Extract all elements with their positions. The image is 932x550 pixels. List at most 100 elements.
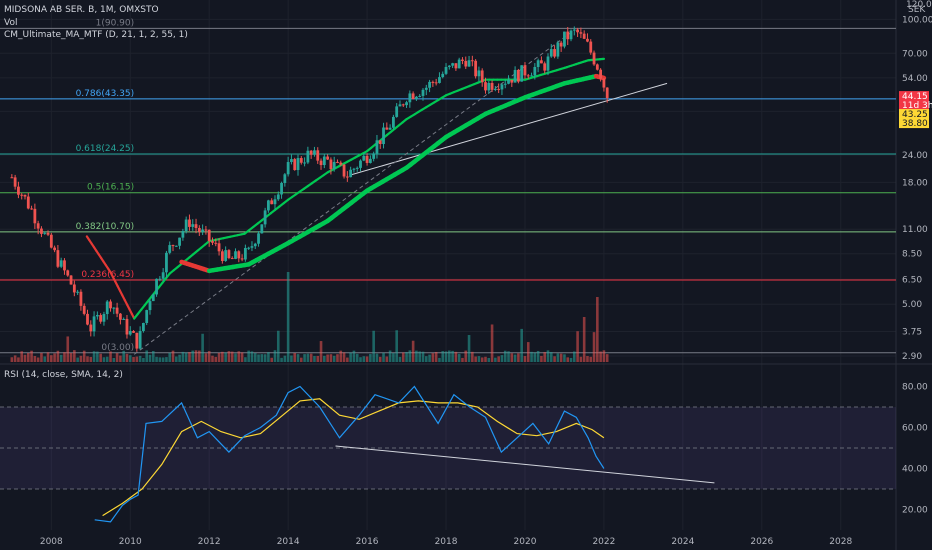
candle-body	[313, 150, 316, 155]
fibonacci-levels[interactable]: 1(90.90) 0.786(43.35) 0.618(24.25) 0.5(16.1…	[0, 18, 896, 354]
volume-bar	[96, 351, 99, 362]
volume-bar	[536, 350, 540, 362]
volume-bar	[257, 354, 260, 362]
indicator-label[interactable]: CM_Ultimate_MA_MTF (D, 21, 1, 2, 55, 1)	[4, 30, 188, 40]
candle-body	[342, 164, 346, 177]
volume-bar	[204, 353, 208, 362]
rsi-label[interactable]: RSI (14, close, SMA, 14, 2)	[4, 370, 123, 380]
volume-bar	[487, 357, 491, 362]
candle-body	[477, 70, 481, 77]
candle-body	[559, 42, 563, 47]
volume-bar	[221, 351, 224, 362]
candle-body	[82, 305, 86, 314]
candle-body	[303, 162, 306, 164]
candle-body	[46, 232, 50, 235]
candle-body	[128, 330, 132, 335]
trendlines[interactable]	[133, 31, 668, 355]
volume-bar	[247, 350, 250, 362]
volume-bar	[191, 350, 195, 362]
candle-body	[142, 322, 145, 332]
price-axis-tick: 11.00	[902, 225, 928, 235]
volume-bar	[306, 353, 310, 362]
volume-bar	[92, 351, 96, 362]
candle-body	[441, 73, 445, 78]
volume-bar	[128, 355, 132, 362]
axes[interactable]: SEK120.00100.0070.0054.0038.0024.0018.00…	[40, 0, 932, 547]
candle-body	[576, 29, 579, 33]
candle-body	[92, 316, 96, 332]
volume-bar	[276, 330, 280, 362]
candle-body	[86, 313, 89, 325]
candle-body	[523, 65, 527, 76]
volume-bar	[395, 330, 398, 362]
candle-body	[178, 237, 181, 246]
volume-bar	[46, 352, 50, 362]
volume-bar	[349, 352, 352, 362]
volume-bar	[10, 357, 14, 362]
candle-body	[326, 156, 330, 160]
volume-bar	[30, 350, 33, 362]
volume-bar	[263, 354, 267, 362]
candle-body	[359, 160, 362, 168]
candle-body	[444, 66, 448, 74]
candle-body	[457, 59, 461, 69]
candle-body	[247, 247, 251, 249]
volume-bar	[566, 357, 570, 362]
candle-body	[112, 307, 116, 309]
candle-body	[257, 233, 260, 244]
candle-body	[36, 223, 40, 229]
volume-bar	[513, 354, 517, 362]
volume-bar	[576, 331, 579, 362]
candle-body	[267, 200, 270, 211]
candle-body	[290, 159, 293, 163]
price-axis-tick: 5.00	[902, 300, 922, 310]
fib-level-label: 0.382(10.70)	[76, 222, 135, 232]
candle-body	[461, 59, 464, 61]
trendline	[351, 82, 668, 176]
candle-body	[368, 158, 372, 163]
price-tag-text: 44.15	[902, 92, 928, 102]
volume-bar	[451, 350, 454, 362]
fib-level-label: 0.618(24.25)	[76, 144, 135, 154]
volume-bar	[359, 357, 362, 362]
volume-bar	[474, 356, 477, 362]
volume-label[interactable]: Vol	[4, 18, 18, 28]
volume-bar	[424, 356, 428, 362]
candle-body	[135, 332, 139, 349]
volume-bar	[385, 356, 389, 362]
candle-body	[484, 82, 487, 91]
candle-body	[362, 155, 366, 161]
volume-bar	[375, 353, 379, 362]
candle-body	[243, 247, 247, 260]
candle-body	[253, 243, 257, 247]
candle-body	[408, 93, 412, 103]
price-axis-tick: 2.90	[902, 352, 922, 362]
candle-body	[401, 104, 405, 106]
volume-bar	[494, 357, 497, 362]
candle-body	[332, 161, 336, 170]
candle-body	[56, 250, 60, 267]
time-axis-tick: 2028	[829, 537, 852, 547]
volume-bar	[382, 352, 385, 362]
volume-bar	[59, 354, 63, 362]
symbol-title[interactable]: MIDSONA AB SER. B, 1M, OMXSTO	[4, 5, 159, 15]
volume-bar	[109, 351, 112, 362]
candle-body	[165, 252, 168, 273]
volume-bar	[556, 353, 560, 362]
volume-bar	[546, 350, 550, 362]
volume-bar	[165, 357, 168, 362]
rsi-line	[94, 385, 605, 523]
volume-bar	[596, 297, 599, 362]
candle-body	[418, 95, 422, 97]
candle-body	[543, 63, 547, 71]
candle-body	[43, 232, 47, 234]
candle-body	[424, 87, 428, 90]
candle-body	[355, 167, 359, 169]
candle-body	[76, 291, 80, 293]
volume-bar	[471, 351, 474, 362]
volume-bar	[523, 356, 527, 362]
candle-body	[201, 229, 205, 232]
volume-bar	[112, 357, 116, 362]
candle-body	[382, 127, 385, 145]
